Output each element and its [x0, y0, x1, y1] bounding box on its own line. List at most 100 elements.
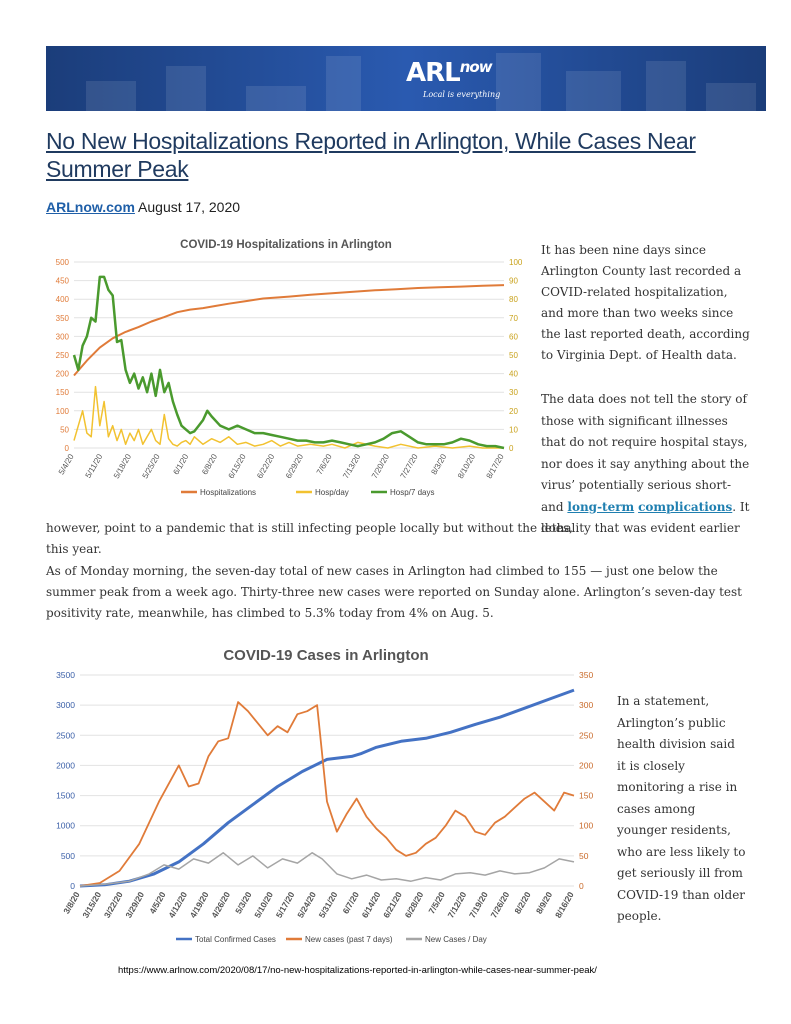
y-tick-right: 300 [579, 700, 593, 710]
x-tick: 4/19/20 [188, 890, 211, 920]
x-tick: 5/24/20 [295, 890, 318, 920]
x-tick: 5/17/20 [274, 890, 297, 920]
y-tick-right: 0 [509, 444, 514, 453]
series-line-hosp-day [73, 385, 504, 449]
y-tick-left: 2000 [56, 760, 75, 770]
paragraph-2: The data does not tell the story of thos… [541, 389, 751, 540]
source-link[interactable]: ARLnow.com [46, 199, 135, 215]
logo-now: now [459, 58, 493, 76]
x-tick: 4/12/20 [166, 890, 189, 920]
y-tick-right: 50 [509, 351, 518, 360]
x-tick: 3/15/20 [80, 890, 103, 920]
paragraph-2-continued: however, point to a pandemic that is sti… [46, 521, 740, 556]
legend-label: Hosp/day [315, 488, 349, 497]
y-tick-left: 2500 [56, 730, 75, 740]
site-tagline: Local is everything [423, 90, 501, 99]
y-tick-left: 0 [65, 444, 70, 453]
byline: ARLnow.com August 17, 2020 [46, 199, 240, 215]
complications-link[interactable]: complications [638, 499, 733, 514]
y-tick-left: 500 [61, 851, 75, 861]
y-tick-right: 350 [579, 670, 593, 680]
legend-label: Hospitalizations [200, 488, 256, 497]
y-tick-left: 0 [70, 881, 75, 891]
y-tick-right: 80 [509, 295, 518, 304]
y-tick-left: 1000 [56, 821, 75, 831]
x-tick: 7/26/20 [488, 890, 511, 920]
x-tick: 5/25/20 [141, 452, 162, 480]
y-tick-right: 0 [579, 881, 584, 891]
x-tick: 6/7/20 [340, 890, 361, 916]
y-tick-left: 1500 [56, 791, 75, 801]
paragraph-3: As of Monday morning, the seven-day tota… [46, 564, 742, 620]
legend-label: Total Confirmed Cases [195, 935, 276, 944]
x-tick: 5/10/20 [252, 890, 275, 920]
series-line-new-cases-day [79, 852, 575, 887]
x-tick: 6/8/20 [200, 452, 219, 476]
x-tick: 6/28/20 [403, 890, 426, 920]
x-tick: 5/18/20 [112, 452, 133, 480]
x-tick: 5/4/20 [57, 452, 76, 476]
x-tick: 6/29/20 [284, 452, 305, 480]
legend-label: New Cases / Day [425, 935, 487, 944]
y-tick-left: 450 [56, 277, 70, 286]
x-tick: 8/2/20 [512, 890, 533, 916]
y-tick-left: 3000 [56, 700, 75, 710]
y-tick-left: 150 [56, 388, 70, 397]
paragraph-4: In a statement, Arlington’s public healt… [617, 694, 746, 923]
y-tick-left: 50 [60, 425, 69, 434]
y-tick-right: 70 [509, 314, 518, 323]
x-tick: 6/22/20 [255, 452, 276, 480]
x-tick: 7/6/20 [315, 452, 334, 476]
x-tick: 7/12/20 [445, 890, 468, 920]
x-tick: 4/26/20 [209, 890, 232, 920]
y-tick-right: 10 [509, 425, 518, 434]
paragraph-2-end: . It does, [541, 499, 750, 536]
paragraph-2-text: The data does not tell the story of thos… [541, 392, 750, 514]
x-tick: 7/13/20 [341, 452, 362, 480]
y-tick-left: 100 [56, 407, 70, 416]
legend-label: New cases (past 7 days) [305, 935, 393, 944]
y-tick-left: 3500 [56, 670, 75, 680]
series-line-hosp-7-days [72, 275, 505, 450]
article-title[interactable]: No New Hospitalizations Reported in Arli… [46, 128, 696, 182]
y-tick-right: 200 [579, 760, 593, 770]
x-tick: 8/3/20 [429, 452, 448, 476]
cases-chart: COVID-19 Cases in Arlington0500100015002… [56, 647, 593, 944]
y-tick-right: 40 [509, 370, 518, 379]
series-line-total-confirmed-cases [79, 688, 575, 888]
site-logo[interactable]: ARLnow [406, 58, 493, 88]
y-tick-left: 300 [56, 332, 70, 341]
series-line-hospitalizations [73, 284, 505, 377]
x-tick: 4/5/20 [147, 890, 168, 916]
x-tick: 7/19/20 [467, 890, 490, 920]
long-term-link[interactable]: long-term [567, 499, 635, 514]
y-tick-right: 20 [509, 407, 518, 416]
x-tick: 6/14/20 [360, 890, 383, 920]
logo-arl: ARL [406, 58, 461, 88]
article-date: August 17, 2020 [138, 199, 241, 215]
x-tick: 3/22/20 [102, 890, 125, 920]
y-tick-right: 100 [579, 821, 593, 831]
y-tick-left: 200 [56, 370, 70, 379]
y-tick-right: 250 [579, 730, 593, 740]
y-tick-right: 150 [579, 791, 593, 801]
x-tick: 7/5/20 [426, 890, 447, 916]
series-line-new-cases-past-7-days- [79, 701, 575, 887]
x-tick: 6/21/20 [381, 890, 404, 920]
paragraph-1: It has been nine days since Arlington Co… [541, 243, 750, 362]
y-tick-right: 100 [509, 258, 523, 267]
footer-url[interactable]: https://www.arlnow.com/2020/08/17/no-new… [118, 965, 597, 976]
x-tick: 5/31/20 [317, 890, 340, 920]
y-tick-right: 30 [509, 388, 518, 397]
x-tick: 8/16/20 [553, 890, 576, 920]
x-tick: 7/27/20 [399, 452, 420, 480]
x-tick: 7/20/20 [370, 452, 391, 480]
x-tick: 5/3/20 [233, 890, 254, 916]
x-tick: 6/1/20 [171, 452, 190, 476]
x-tick: 8/9/20 [534, 890, 555, 916]
hospitalizations-chart: COVID-19 Hospitalizations in Arlington05… [56, 239, 523, 497]
y-tick-left: 250 [56, 351, 70, 360]
y-tick-right: 90 [509, 277, 518, 286]
x-tick: 8/10/20 [456, 452, 477, 480]
y-tick-left: 400 [56, 295, 70, 304]
